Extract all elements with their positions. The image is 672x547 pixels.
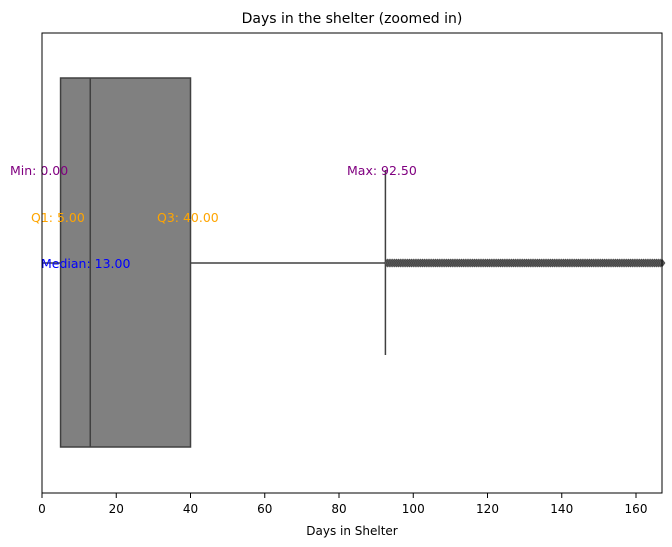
x-tick-label: 100 bbox=[402, 502, 425, 516]
annotation-max: Max: 92.50 bbox=[347, 163, 417, 178]
x-tick-label: 80 bbox=[331, 502, 346, 516]
annotation-q3: Q3: 40.00 bbox=[157, 210, 219, 225]
annotation-q1: Q1: 5.00 bbox=[31, 210, 85, 225]
annotation-median: Median: 13.00 bbox=[41, 256, 130, 271]
plot-frame bbox=[41, 32, 663, 494]
box-q1-q3 bbox=[59, 77, 192, 448]
x-tick-label: 160 bbox=[625, 502, 648, 516]
x-axis-label: Days in Shelter bbox=[306, 524, 398, 538]
annotation-min: Min: 0.00 bbox=[10, 163, 68, 178]
plot-area: Min: 0.00 Max: 92.50 Q1: 5.00 Q3: 40.00 Medi… bbox=[10, 77, 666, 448]
x-tick-label: 120 bbox=[476, 502, 499, 516]
x-tick-label: 0 bbox=[38, 502, 46, 516]
chart-title: Days in the shelter (zoomed in) bbox=[242, 11, 463, 27]
x-tick-label: 40 bbox=[183, 502, 198, 516]
x-tick-label: 60 bbox=[257, 502, 272, 516]
x-tick-label: 20 bbox=[109, 502, 124, 516]
outlier-points bbox=[383, 258, 666, 268]
x-axis: 0 20 40 60 80 100 120 140 160 bbox=[38, 493, 647, 516]
x-tick-label: 140 bbox=[550, 502, 573, 516]
